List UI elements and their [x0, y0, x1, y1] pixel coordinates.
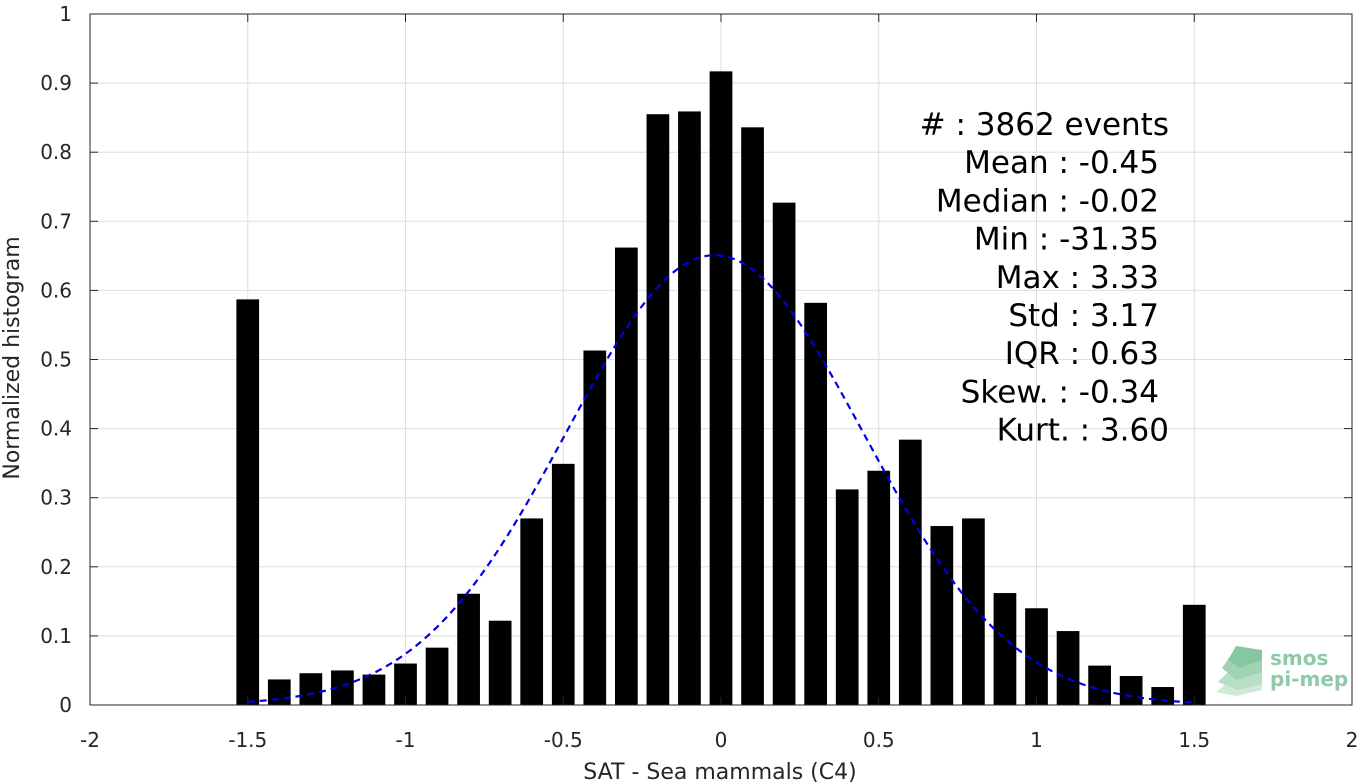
stats-line: # : 3862 events	[920, 107, 1169, 143]
smos-pi-mep-logo: smos pi-mep	[1216, 646, 1348, 696]
x-tick-label: -0.5	[544, 728, 583, 752]
histogram-bar	[362, 674, 386, 705]
stats-line: Min : -31.35	[974, 222, 1159, 258]
logo-line1: smos	[1270, 646, 1328, 670]
histogram-bar	[299, 673, 323, 705]
histogram-bar	[614, 247, 638, 706]
histogram-bar	[1151, 687, 1175, 705]
stats-line: Std : 3.17	[1008, 298, 1159, 334]
histogram-bar	[488, 620, 512, 705]
histogram-bar	[709, 71, 733, 705]
y-tick-label: 0.1	[40, 624, 72, 648]
histogram-bar	[425, 647, 449, 705]
histogram-bar	[1025, 608, 1048, 705]
y-tick-label: 0.5	[40, 348, 72, 372]
histogram-bar	[583, 350, 607, 705]
histogram-bar	[267, 679, 291, 705]
y-tick-label: 0.4	[40, 417, 72, 441]
histogram-bar	[236, 299, 260, 705]
y-tick-label: 0.2	[40, 555, 72, 579]
histogram-bar	[930, 526, 954, 705]
histogram-bar	[520, 518, 544, 705]
x-tick-labels: -2 -1.5 -1 -0.5 0 0.5 1 1.5 2	[80, 728, 1358, 752]
histogram-bar	[772, 202, 796, 705]
stats-line: IQR : 0.63	[1005, 336, 1159, 372]
histogram-bar	[867, 470, 891, 705]
histogram-bar	[551, 463, 575, 705]
histogram-bar	[1119, 675, 1143, 705]
x-tick-label: 2	[1346, 728, 1359, 752]
stats-line: Skew. : -0.34	[961, 374, 1159, 410]
stats-line: Kurt. : 3.60	[997, 413, 1169, 449]
histogram-bar	[962, 518, 985, 705]
histogram-bar	[1056, 631, 1080, 705]
y-tick-label: 0.8	[40, 140, 72, 164]
y-axis-title: Normalized histogram	[0, 236, 25, 479]
x-tick-label: 0	[715, 728, 728, 752]
histogram-bar	[457, 593, 480, 705]
y-tick-labels: 0 0.1 0.2 0.3 0.4 0.5 0.6 0.7 0.8 0.9 1	[40, 2, 72, 717]
x-tick-label: 1	[1030, 728, 1043, 752]
histogram-bar	[678, 111, 701, 705]
gaussian-fit-curve	[247, 254, 1195, 704]
histogram-bar	[835, 489, 859, 705]
y-tick-label: 0.7	[40, 209, 72, 233]
histogram-bar	[331, 670, 354, 705]
y-tick-label: 0.9	[40, 71, 72, 95]
x-tick-label: -2	[80, 728, 100, 752]
histogram-bar	[898, 439, 922, 705]
y-tick-label: 0.3	[40, 486, 72, 510]
histogram-bar	[394, 663, 417, 705]
histogram-bar	[1182, 604, 1206, 705]
x-tick-label: 0.5	[863, 728, 895, 752]
x-tick-label: 1.5	[1178, 728, 1210, 752]
axis-ticks	[89, 13, 1353, 706]
stats-line: Mean : -0.45	[964, 145, 1159, 181]
logo-mark-icon	[1216, 646, 1262, 696]
histogram-bar	[741, 127, 764, 706]
histogram-bar	[1088, 665, 1111, 705]
x-axis-title: SAT - Sea mammals (C4)	[583, 760, 856, 784]
histogram-bar	[993, 593, 1017, 705]
x-tick-label: -1.5	[228, 728, 267, 752]
x-tick-label: -1	[396, 728, 416, 752]
y-tick-label: 0.6	[40, 278, 72, 302]
stats-line: Median : -0.02	[936, 183, 1159, 219]
y-tick-label: 0	[59, 693, 72, 717]
histogram-bar	[646, 114, 670, 705]
stats-line: Max : 3.33	[996, 260, 1159, 296]
logo-line2: pi-mep	[1270, 667, 1348, 691]
histogram-bar	[804, 302, 828, 705]
y-tick-label: 1	[59, 2, 72, 26]
